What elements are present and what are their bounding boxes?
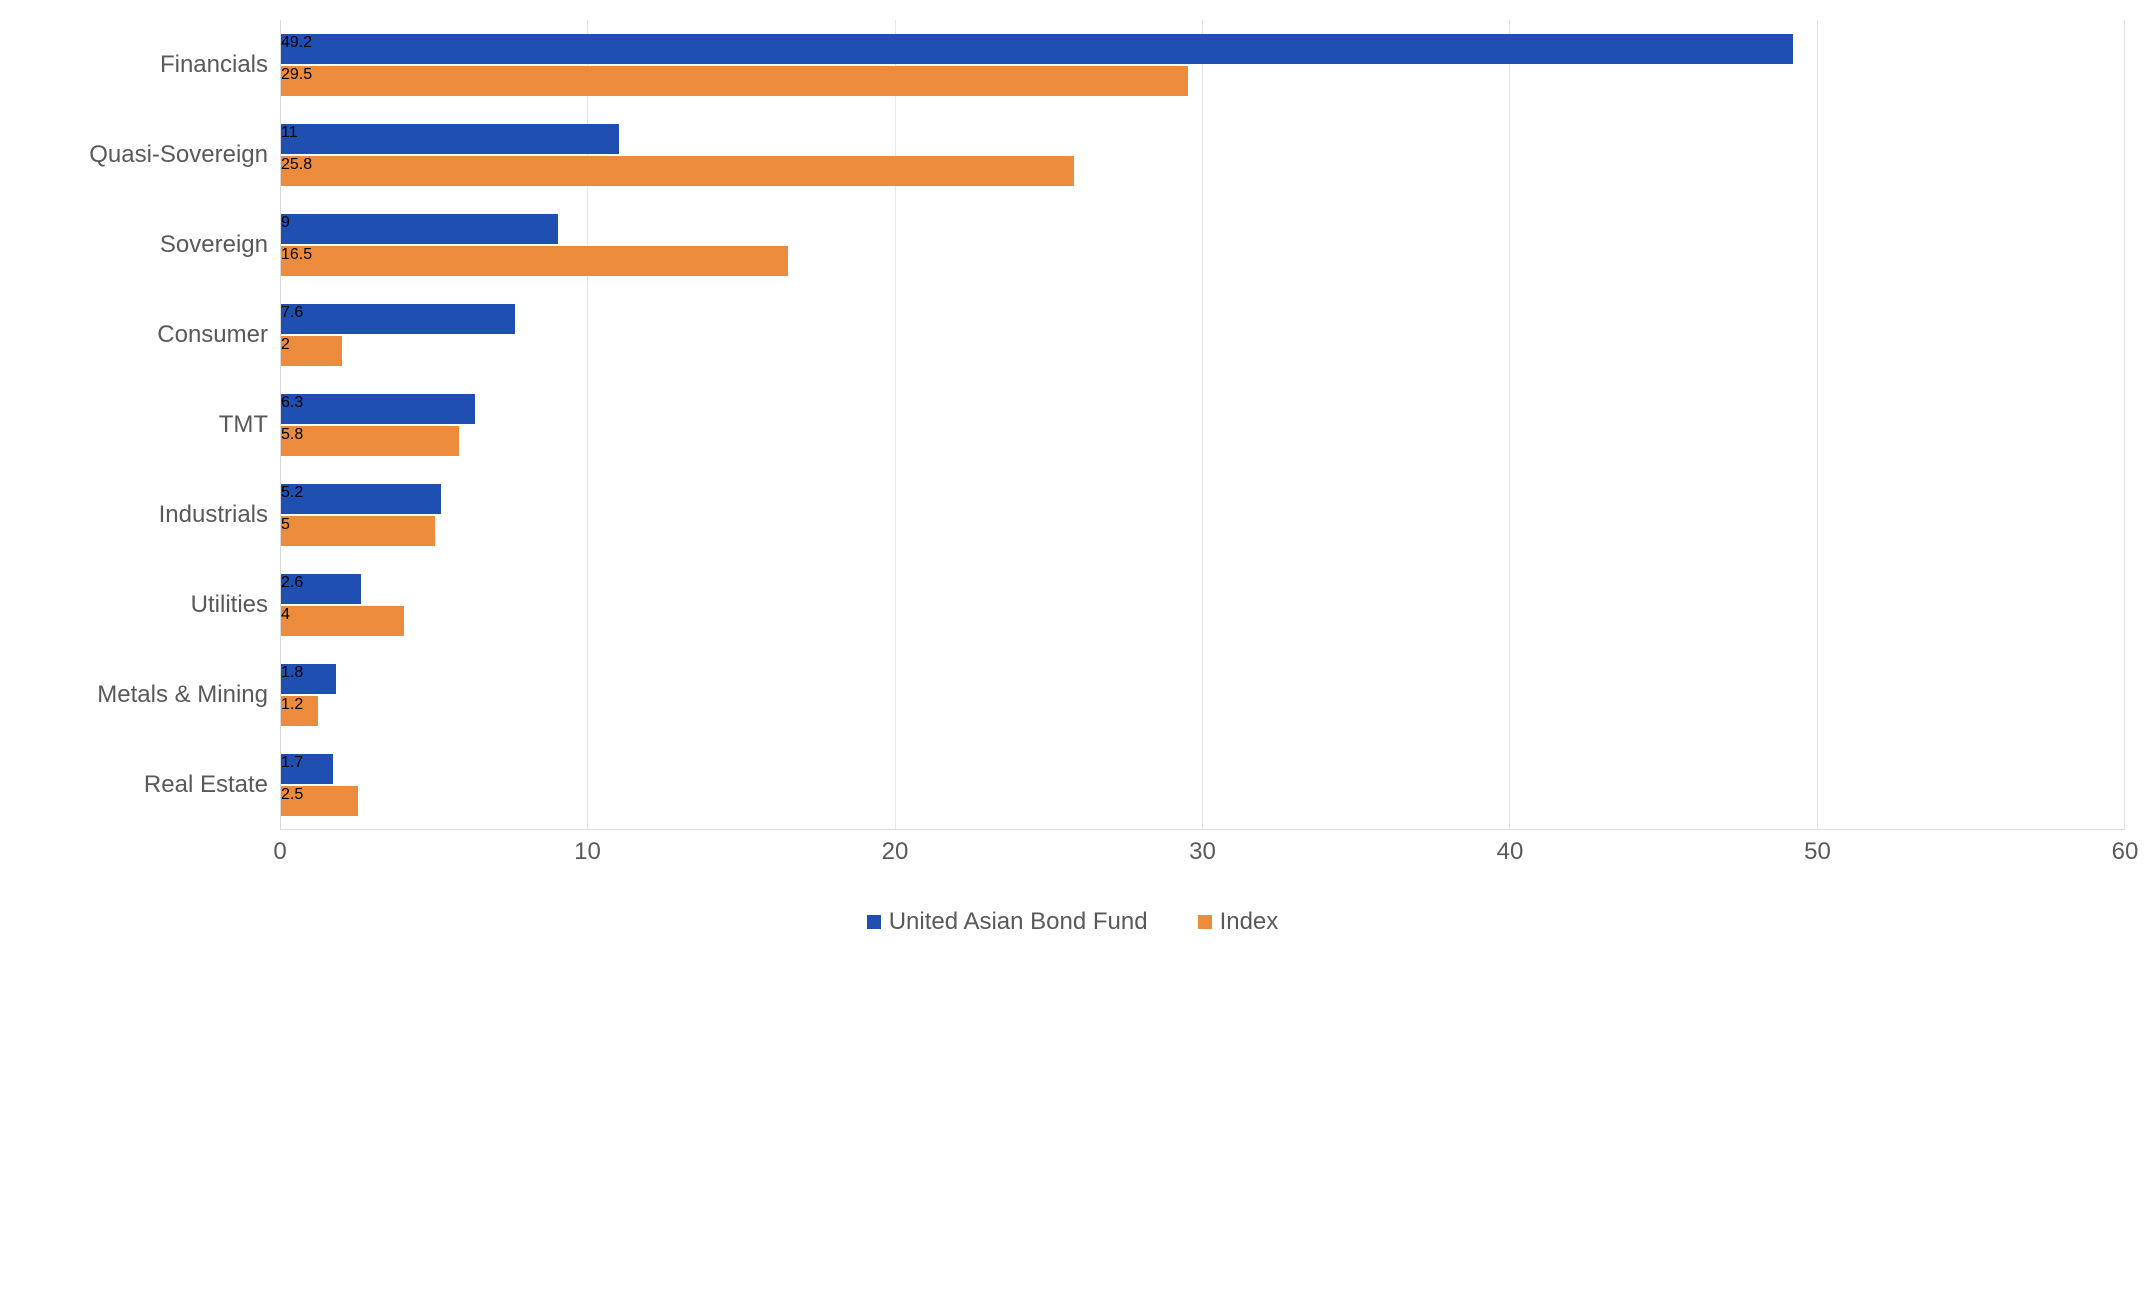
bar: 25.8 [281,156,1074,186]
bar: 2.5 [281,786,358,816]
category-label: Real Estate [20,773,268,797]
legend-item: United Asian Bond Fund [867,908,1148,936]
bar-groups: 49.229.51125.8916.57.626.35.85.252.641.8… [281,20,2125,829]
value-axis: 0102030405060 [280,838,2125,868]
legend-swatch [867,915,881,929]
legend-label: Index [1220,908,1279,936]
x-tick-label: 20 [882,838,909,866]
legend: United Asian Bond Fund Index [20,908,2125,936]
bar: 1.7 [281,754,333,784]
bar: 1.2 [281,696,318,726]
bar: 6.3 [281,394,475,424]
bar: 1.8 [281,664,336,694]
x-tick-label: 50 [1804,838,1831,866]
category-label: Industrials [20,503,268,527]
bar-group: 6.35.8 [281,380,2125,470]
bar: 49.2 [281,34,1793,64]
category-label: TMT [20,413,268,437]
x-tick-label: 40 [1497,838,1524,866]
category-label: Financials [20,53,268,77]
bar-group: 7.62 [281,290,2125,380]
bar: 4 [281,606,404,636]
x-tick-label: 60 [2112,838,2139,866]
chart-area: Financials Quasi-Sovereign Sovereign Consum… [20,20,2125,830]
bar: 16.5 [281,246,788,276]
category-label: Metals & Mining [20,683,268,707]
bar-group: 2.64 [281,560,2125,650]
x-tick-label: 30 [1189,838,1216,866]
bar-group: 1125.8 [281,110,2125,200]
bar: 29.5 [281,66,1188,96]
sector-allocation-chart: Financials Quasi-Sovereign Sovereign Consum… [20,20,2125,936]
bar: 2 [281,336,342,366]
legend-swatch [1198,915,1212,929]
bar: 5 [281,516,435,546]
category-label: Utilities [20,593,268,617]
bar: 5.8 [281,426,459,456]
plot-region: 49.229.51125.8916.57.626.35.85.252.641.8… [280,20,2125,830]
category-label: Sovereign [20,233,268,257]
bar: 5.2 [281,484,441,514]
bar: 7.6 [281,304,515,334]
category-axis: Financials Quasi-Sovereign Sovereign Consum… [20,20,280,830]
bar-group: 1.81.2 [281,650,2125,740]
bar-group: 916.5 [281,200,2125,290]
bar: 9 [281,214,558,244]
bar-group: 49.229.5 [281,20,2125,110]
bar-group: 1.72.5 [281,740,2125,830]
legend-label: United Asian Bond Fund [889,908,1148,936]
bar: 11 [281,124,619,154]
x-tick-label: 10 [574,838,601,866]
legend-item: Index [1198,908,1279,936]
bar-group: 5.25 [281,470,2125,560]
category-label: Consumer [20,323,268,347]
x-tick-label: 0 [273,838,286,866]
category-label: Quasi-Sovereign [20,143,268,167]
bar: 2.6 [281,574,361,604]
